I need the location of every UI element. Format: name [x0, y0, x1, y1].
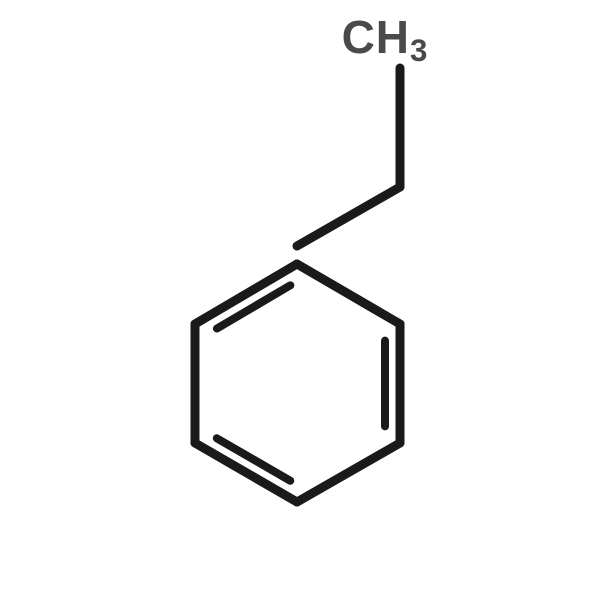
atom-label-main: CH	[342, 11, 410, 63]
atom-label-sub: 3	[410, 33, 428, 68]
atom-label: CH3	[342, 10, 429, 64]
bond-layer	[0, 0, 600, 600]
molecule-diagram: CH3	[0, 0, 600, 600]
